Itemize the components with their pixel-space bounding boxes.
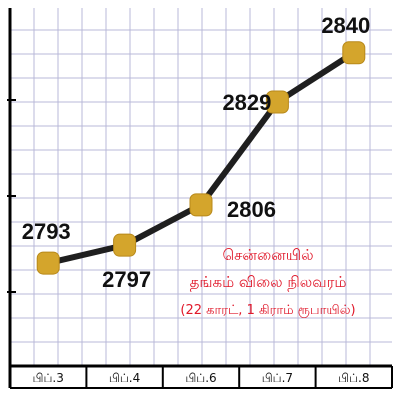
- chart-title: சென்னையில் தங்கம் விலை நிலவரம் (22 காரட்…: [180, 246, 355, 318]
- data-labels: 2793 2797 2806 2829 2840: [22, 13, 371, 292]
- x-tick-label: பிப்.4: [109, 371, 140, 385]
- title-line-2: தங்கம் விலை நிலவரம்: [190, 273, 347, 291]
- x-tick-label: பிப்.6: [185, 371, 216, 385]
- markers: [36, 41, 366, 275]
- data-label: 2793: [22, 219, 71, 244]
- x-tick-labels: பிப்.3 பிப்.4 பிப்.6 பிப்.7 பிப்.8: [33, 371, 370, 385]
- data-point-marker: [265, 90, 289, 114]
- x-tick-label: பிப்.8: [338, 371, 369, 385]
- data-label: 2840: [321, 13, 370, 38]
- series-line: [45, 49, 357, 267]
- x-tick-label: பிப்.3: [33, 371, 64, 385]
- data-label: 2806: [227, 197, 276, 222]
- data-point-marker: [113, 233, 137, 257]
- title-line-3: (22 காரட், 1 கிராம் ரூபாயில்): [180, 303, 355, 318]
- title-line-1: சென்னையில்: [222, 246, 313, 264]
- data-point-marker: [342, 41, 366, 65]
- axes: [7, 8, 393, 389]
- x-tick-label: பிப்.7: [262, 371, 293, 385]
- data-label: 2797: [102, 267, 151, 292]
- data-point-marker: [36, 251, 60, 275]
- data-point-marker: [189, 193, 213, 217]
- data-label: 2829: [222, 90, 271, 115]
- grid: [9, 8, 392, 367]
